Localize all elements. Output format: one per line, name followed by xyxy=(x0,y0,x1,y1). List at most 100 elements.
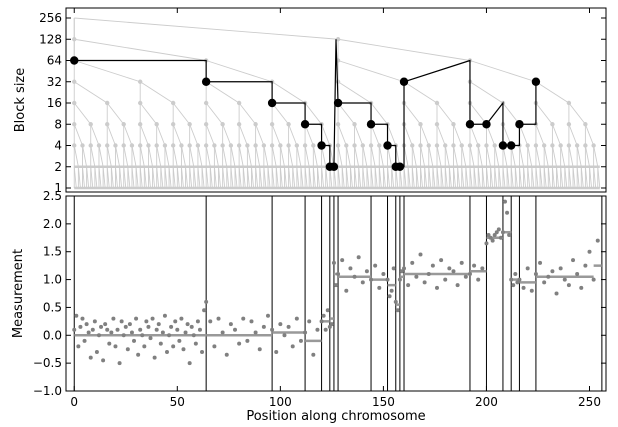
measurement-point xyxy=(257,347,262,352)
tree-edge xyxy=(469,60,537,83)
tree-node xyxy=(434,143,440,148)
tree-node xyxy=(574,143,580,148)
tree-node xyxy=(566,100,572,106)
tree-node xyxy=(96,143,102,148)
measurement-point xyxy=(575,272,580,276)
tree-edge xyxy=(457,166,461,189)
tree-node xyxy=(105,143,110,148)
tree-edge xyxy=(255,166,259,189)
tree-node xyxy=(203,100,209,106)
tree-edge xyxy=(259,166,263,189)
measurement-point xyxy=(494,230,499,235)
tree-edge xyxy=(337,124,347,146)
tree-edge xyxy=(180,166,184,189)
tree-node xyxy=(220,143,225,148)
tree-edge xyxy=(403,124,413,146)
measurement-point xyxy=(496,227,501,232)
tree-edge xyxy=(498,166,502,189)
tree-edge xyxy=(156,145,162,167)
tree-node xyxy=(72,100,77,106)
selected-node xyxy=(300,120,310,129)
measurement-point xyxy=(505,210,510,215)
tree-node xyxy=(72,122,77,127)
tree-node xyxy=(467,143,473,148)
measurement-point xyxy=(228,322,233,327)
tree-edge xyxy=(82,166,85,189)
measurement-point xyxy=(381,272,386,276)
tree-node xyxy=(302,143,308,148)
measurement-point xyxy=(410,260,415,265)
scatter-y-axis-label: Measurement xyxy=(11,249,26,338)
measurement-point xyxy=(140,333,145,338)
tree-edge xyxy=(271,124,281,146)
measurement-point xyxy=(278,322,283,327)
tree-edge xyxy=(300,166,304,189)
measurement-point xyxy=(175,327,180,332)
measurement-point xyxy=(511,283,516,288)
measurement-point xyxy=(402,266,407,271)
tree-node xyxy=(459,143,464,148)
measurement-point xyxy=(249,319,254,324)
tree-edge xyxy=(593,166,597,189)
measurement-point xyxy=(422,280,427,285)
tree-node xyxy=(170,100,176,106)
tree-y-tick-label: 2 xyxy=(54,160,62,174)
tree-edge xyxy=(242,166,246,189)
tree-edge xyxy=(115,166,118,189)
measurement-point xyxy=(430,263,435,268)
tree-edge xyxy=(135,166,139,189)
scatter-y-tick-label: 1.0 xyxy=(43,273,62,287)
tree-edge xyxy=(370,166,374,189)
measurement-point xyxy=(183,330,188,335)
tree-edge xyxy=(486,145,492,167)
tree-edge xyxy=(152,166,156,189)
tree-edge xyxy=(415,166,419,189)
measurement-point xyxy=(265,313,270,318)
tree-edge xyxy=(556,166,560,189)
tree-node xyxy=(434,100,440,106)
tree-edge xyxy=(403,166,407,189)
tree-node xyxy=(146,143,151,148)
tree-edge xyxy=(345,166,349,189)
measurement-point xyxy=(579,285,584,290)
tree-node xyxy=(245,143,250,148)
tree-edge xyxy=(461,145,467,167)
tree-edge xyxy=(238,124,248,146)
tree-edge xyxy=(251,166,255,189)
tree-edge xyxy=(90,145,96,167)
tree-edge xyxy=(551,166,555,189)
tree-edge xyxy=(172,124,182,146)
tree-edge xyxy=(292,166,296,189)
scatter-x-tick-label: 200 xyxy=(475,395,498,409)
measurement-point xyxy=(103,322,108,327)
measurement-point xyxy=(467,272,472,276)
tree-edge xyxy=(564,166,568,189)
tree-edge xyxy=(304,166,308,189)
measurement-point xyxy=(364,269,369,274)
tree-edge xyxy=(420,124,430,146)
measurement-point xyxy=(484,241,489,246)
tree-node xyxy=(443,143,448,148)
selected-node xyxy=(201,77,211,86)
measurement-point xyxy=(529,288,534,293)
measurement-point xyxy=(455,283,460,288)
tree-node xyxy=(203,122,209,127)
tree-edge xyxy=(568,166,572,189)
tree-edge xyxy=(453,124,463,146)
tree-edge xyxy=(74,81,108,104)
tree-edge xyxy=(160,166,164,189)
scatter-y-tick-label: −1.0 xyxy=(33,384,62,398)
tree-edge xyxy=(106,166,110,189)
measurement-point xyxy=(92,319,97,324)
measurement-point xyxy=(202,308,207,313)
measurement-point xyxy=(356,255,361,260)
tree-edge xyxy=(90,124,100,146)
tree-node xyxy=(583,122,588,127)
tree-edge xyxy=(370,145,376,167)
measurement-point xyxy=(418,252,423,257)
tree-edge xyxy=(284,166,287,189)
measurement-point xyxy=(414,274,419,279)
tree-edge xyxy=(205,102,223,125)
measurement-point xyxy=(377,285,382,290)
measurement-point xyxy=(191,333,196,338)
